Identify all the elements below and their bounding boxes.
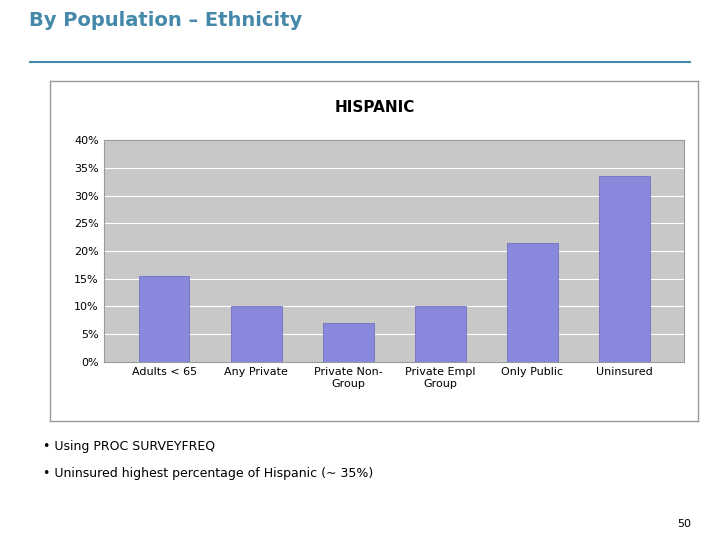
Text: By Population – Ethnicity: By Population – Ethnicity xyxy=(29,11,302,30)
Text: • Using PROC SURVEYFREQ: • Using PROC SURVEYFREQ xyxy=(43,440,215,453)
Bar xyxy=(323,323,374,362)
Text: 50: 50 xyxy=(678,519,691,529)
Text: • Uninsured highest percentage of Hispanic (~ 35%): • Uninsured highest percentage of Hispan… xyxy=(43,467,374,480)
Text: HISPANIC: HISPANIC xyxy=(334,100,415,115)
Bar xyxy=(599,177,649,362)
Bar xyxy=(507,243,557,362)
Bar xyxy=(139,276,189,362)
Bar xyxy=(231,306,282,362)
Bar xyxy=(415,306,466,362)
